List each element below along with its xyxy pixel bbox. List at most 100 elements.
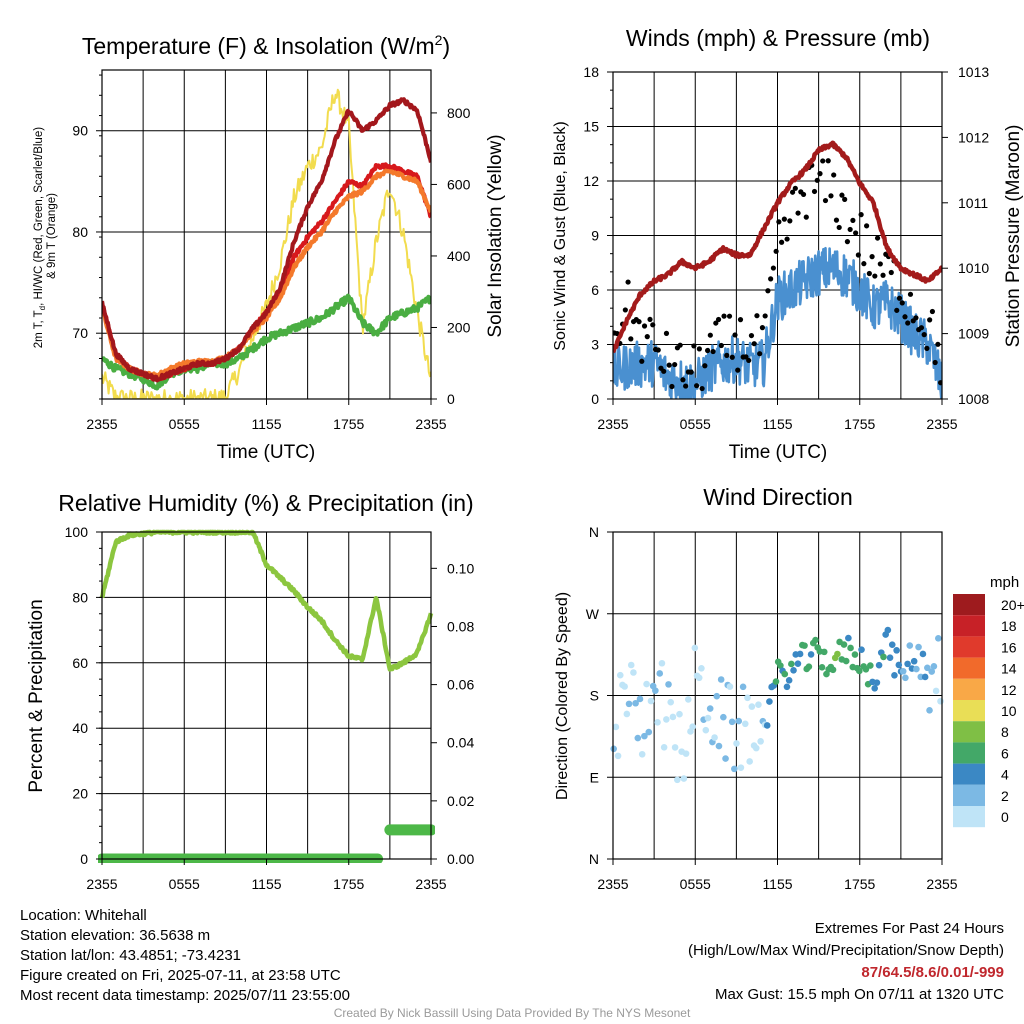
direction-point xyxy=(783,683,791,691)
elevation-text: Station elevation: 36.5638 m xyxy=(20,927,211,944)
direction-point xyxy=(820,648,828,656)
direction-point xyxy=(801,642,808,649)
gust-point xyxy=(655,347,661,353)
gust-point xyxy=(779,239,785,245)
gust-point xyxy=(858,212,864,218)
gust-point xyxy=(853,230,859,236)
y2-tick-label: 1011 xyxy=(958,195,988,211)
gust-point xyxy=(817,171,823,177)
gust-point xyxy=(800,191,807,198)
direction-point xyxy=(663,716,670,723)
gust-point xyxy=(770,265,776,271)
gust-point xyxy=(694,383,700,389)
gust-point xyxy=(683,383,689,389)
gust-point xyxy=(888,269,894,276)
humidity-panel: Relative Humidity (%) & Precipitation (i… xyxy=(26,490,474,892)
direction-point xyxy=(669,713,677,721)
colorbar-label: 8 xyxy=(1001,724,1009,740)
direction-point xyxy=(807,651,815,658)
wind-direction-grid xyxy=(613,532,942,859)
gust-point xyxy=(776,219,782,225)
direction-point xyxy=(630,669,637,676)
x-tick-label: 1155 xyxy=(762,416,792,432)
direction-point xyxy=(614,752,622,760)
gust-point xyxy=(924,345,930,351)
temperature-y-axis-label: 2m T, Td, HI/WC (Red, Green, Scarlet/Blu… xyxy=(33,124,58,349)
x-tick-label: 2355 xyxy=(86,876,117,892)
colorbar-swatch xyxy=(953,636,985,658)
direction-point xyxy=(658,659,666,667)
humidity-tick-labels: 2355 0555 1155 1755 2355 0 20 40 60 80 100 0.00 0.02… xyxy=(65,524,475,892)
direction-point xyxy=(627,661,635,669)
y-tick-label: 20 xyxy=(72,786,88,802)
direction-point xyxy=(695,674,703,682)
gust-point xyxy=(855,252,861,258)
direction-point xyxy=(871,685,878,692)
x-tick-label: 1155 xyxy=(251,876,281,892)
direction-point xyxy=(785,677,793,684)
winds-panel: Winds (mph) & Pressure (mb) 2355 0555 1155… xyxy=(552,25,1024,463)
gust-point xyxy=(751,341,757,347)
series-line-td xyxy=(102,293,431,391)
colorbar-label: 20+ xyxy=(1001,597,1024,613)
y-tick-label: 90 xyxy=(72,123,88,139)
y-tick-label: 80 xyxy=(72,224,88,240)
direction-point xyxy=(673,776,681,784)
gust-point xyxy=(927,317,933,323)
direction-point xyxy=(722,755,729,762)
direction-point xyxy=(612,723,620,731)
gust-point xyxy=(762,313,768,319)
y2-tick-label: 0 xyxy=(447,391,455,407)
y-tick-label: 15 xyxy=(583,119,599,135)
y2-tick-label: 0.06 xyxy=(447,677,474,693)
direction-point xyxy=(845,634,852,642)
colorbar-label: 2 xyxy=(1001,788,1009,804)
direction-point xyxy=(928,668,936,675)
gust-point xyxy=(894,307,900,313)
y-tick-label: N xyxy=(589,851,599,867)
direction-point xyxy=(895,661,903,669)
max-gust-text: Max Gust: 15.5 mph On 07/11 at 1320 UTC xyxy=(714,986,1004,1003)
y-tick-label: N xyxy=(589,524,599,540)
direction-point xyxy=(794,660,802,667)
direction-point xyxy=(715,742,723,750)
gust-point xyxy=(787,218,793,224)
direction-point xyxy=(702,726,710,734)
gust-point xyxy=(636,319,642,325)
gust-point xyxy=(828,193,834,199)
y-tick-label: 6 xyxy=(591,282,599,298)
gust-point xyxy=(839,192,845,198)
colorbar-swatch xyxy=(953,806,985,828)
direction-point xyxy=(884,626,892,634)
gust-point xyxy=(641,323,648,329)
direction-point xyxy=(717,676,725,683)
gust-point xyxy=(847,226,853,233)
colorbar-swatch xyxy=(953,657,985,679)
direction-point xyxy=(781,670,789,678)
direction-point xyxy=(913,665,920,673)
direction-point xyxy=(904,660,911,668)
direction-point xyxy=(937,697,944,705)
direction-point xyxy=(691,644,699,652)
colorbar-title: mph xyxy=(990,574,1019,591)
gust-point xyxy=(866,270,872,277)
series-line-solar-insolation xyxy=(102,88,431,399)
gust-point xyxy=(803,214,809,220)
direction-point xyxy=(689,723,696,731)
direction-point xyxy=(735,717,743,725)
direction-point xyxy=(755,701,762,709)
gust-point xyxy=(831,172,837,178)
gust-point xyxy=(864,223,870,229)
direction-point xyxy=(647,697,655,705)
gust-point xyxy=(918,325,925,331)
direction-point xyxy=(739,683,747,691)
gust-point xyxy=(688,369,694,375)
colorbar-label: 14 xyxy=(1001,661,1017,677)
x-tick-label: 2355 xyxy=(415,416,446,432)
gust-point xyxy=(726,313,733,319)
y2-tick-label: 0.02 xyxy=(447,793,474,809)
gust-point xyxy=(628,336,634,342)
gust-point xyxy=(874,235,881,241)
direction-point xyxy=(763,722,771,729)
colorbar-swatch xyxy=(953,678,985,700)
